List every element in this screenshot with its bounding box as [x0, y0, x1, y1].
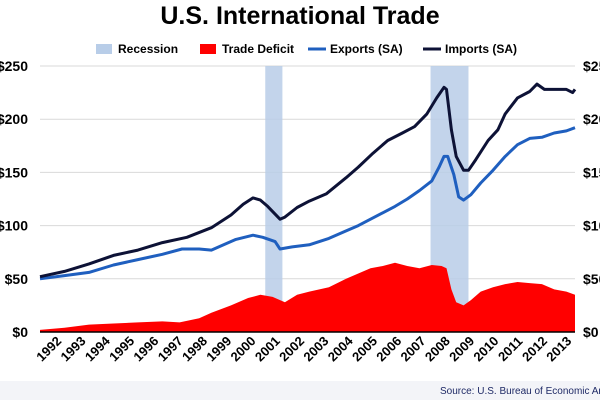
y-tick-label-right: $200: [583, 111, 600, 127]
x-tick-label: 1994: [82, 333, 114, 365]
chart-legend: Recession Trade Deficit Exports (SA) Imp…: [96, 42, 517, 56]
chart-title: U.S. International Trade: [160, 2, 439, 30]
x-tick-label: 1992: [33, 333, 64, 364]
x-tick-label: 2011: [495, 334, 526, 365]
x-tick-label: 1998: [179, 333, 210, 364]
x-tick-label: 2010: [470, 333, 501, 364]
x-tick-label: 2002: [276, 333, 307, 364]
imports-series-line: [39, 82, 577, 279]
x-tick-label: 1995: [106, 333, 137, 364]
y-tick-label-right: $100: [583, 218, 600, 234]
x-axis-ticks: 1992199319941995199619971998199920002001…: [33, 333, 574, 365]
source-bar: [0, 381, 600, 400]
x-tick-label: 2007: [398, 333, 429, 364]
x-tick-label: 2012: [519, 333, 550, 364]
series-lines: [39, 82, 577, 281]
x-tick-label: 2009: [446, 333, 477, 364]
y-tick-label-right: $50: [583, 271, 600, 287]
legend-deficit-swatch: [200, 44, 216, 54]
y-tick-label-right: $150: [583, 164, 600, 180]
legend-deficit-label: Trade Deficit: [222, 42, 294, 56]
legend-recession-swatch: [96, 44, 112, 54]
x-tick-label: 2004: [325, 333, 357, 365]
legend-recession-label: Recession: [118, 42, 178, 56]
y-tick-label-left: $150: [0, 164, 28, 180]
x-tick-label: 2008: [422, 333, 453, 364]
x-tick-label: 2005: [349, 333, 380, 364]
x-tick-label: 2013: [543, 333, 574, 364]
gridlines: [40, 65, 575, 280]
recession-band: [265, 66, 283, 332]
legend-imports-label: Imports (SA): [445, 42, 517, 56]
y-tick-label-left: $100: [0, 218, 28, 234]
exports-series-line: [39, 126, 576, 281]
x-tick-label: 2003: [300, 333, 331, 364]
y-tick-label-left: $50: [5, 271, 29, 287]
x-tick-label: 1993: [58, 333, 89, 364]
y-axis-left: $0 $50 $100 $150 $200 $250: [0, 58, 28, 340]
legend-exports-label: Exports (SA): [330, 42, 403, 56]
y-tick-label-left: $250: [0, 58, 28, 74]
x-tick-label: 1996: [130, 333, 161, 364]
y-axis-right: $0 $50 $100 $150 $200 $250: [583, 58, 600, 340]
x-tick-label: 1997: [155, 333, 186, 364]
y-tick-label-right: $250: [583, 58, 600, 74]
x-tick-label: 2006: [373, 333, 404, 364]
deficit-area: [40, 262, 575, 332]
deficit-series-area: [40, 262, 575, 332]
y-tick-label-right: $0: [583, 324, 599, 340]
x-tick-label: 2000: [228, 333, 259, 364]
source-note: Source: U.S. Bureau of Economic Analysis: [440, 386, 600, 397]
y-tick-label-left: $200: [0, 111, 28, 127]
y-tick-label-left: $0: [12, 324, 28, 340]
x-tick-label: 1999: [203, 333, 234, 364]
x-tick-label: 2001: [252, 333, 283, 364]
